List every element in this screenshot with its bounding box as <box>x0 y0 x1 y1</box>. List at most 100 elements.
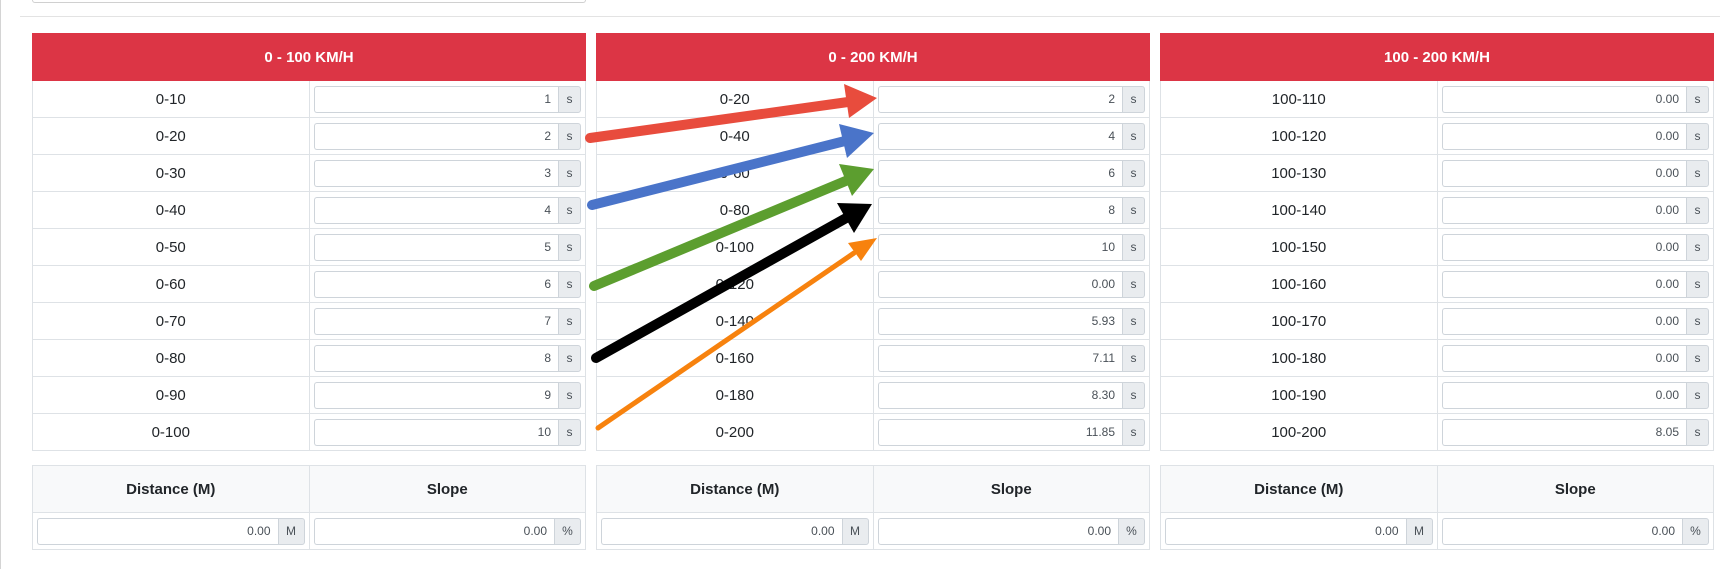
time-input-group: 0.00 s <box>1441 344 1709 372</box>
time-input[interactable]: 10 <box>877 233 1122 261</box>
time-input[interactable]: 0.00 <box>1441 381 1686 409</box>
time-input[interactable]: 0.00 <box>1441 344 1686 372</box>
time-input[interactable]: 4 <box>313 196 558 224</box>
time-input[interactable]: 5 <box>313 233 558 261</box>
distance-input-group: 0.00 M <box>601 517 869 545</box>
seconds-unit: s <box>558 233 581 261</box>
time-input-group: 0.00 s <box>1441 122 1709 150</box>
seconds-unit: s <box>558 270 581 298</box>
seconds-unit: s <box>558 344 581 372</box>
acceleration-table: 100 - 200 KM/H 100-110 0.00 s 100-120 0.00 s 1… <box>1160 33 1714 451</box>
speed-range-label: 0-40 <box>596 117 874 155</box>
slope-input[interactable]: 0.00 <box>313 517 554 545</box>
time-input[interactable]: 8.05 <box>1441 418 1686 446</box>
time-input[interactable]: 3 <box>313 159 558 187</box>
time-input[interactable]: 8 <box>877 196 1122 224</box>
time-cell: 0.00 s <box>1436 191 1714 229</box>
time-input-group: 0.00 s <box>877 270 1145 298</box>
seconds-unit: s <box>1686 344 1709 372</box>
distance-unit: M <box>841 517 869 545</box>
distance-input-group: 0.00 M <box>37 517 305 545</box>
speed-range-label: 0-50 <box>32 228 310 266</box>
table-row: 0-80 8 s <box>32 339 586 377</box>
time-input[interactable]: 0.00 <box>1441 307 1686 335</box>
time-input[interactable]: 6 <box>877 159 1122 187</box>
panel-0-100: 0 - 100 KM/H 0-10 1 s 0-20 2 s 0-30 3 s 0-40 4 s 0-5… <box>32 33 586 451</box>
time-input[interactable]: 0.00 <box>1441 196 1686 224</box>
distance-input[interactable]: 0.00 <box>1165 517 1406 545</box>
time-input[interactable]: 8.30 <box>877 381 1122 409</box>
time-input[interactable]: 7.11 <box>877 344 1122 372</box>
time-cell: 0.00 s <box>1436 302 1714 340</box>
time-input[interactable]: 10 <box>313 418 558 446</box>
seconds-unit: s <box>558 122 581 150</box>
acceleration-table: 0 - 100 KM/H 0-10 1 s 0-20 2 s 0-30 3 s 0-40 4 s 0-5… <box>32 33 586 451</box>
seconds-unit: s <box>1122 344 1145 372</box>
table-row: 0-80 8 s <box>596 191 1150 229</box>
time-input[interactable]: 0.00 <box>1441 233 1686 261</box>
slope-input[interactable]: 0.00 <box>1441 517 1682 545</box>
time-input-group: 0.00 s <box>1441 233 1709 261</box>
top-input-fragment[interactable] <box>32 0 586 3</box>
table-row: 0-70 7 s <box>32 302 586 340</box>
speed-range-label: 100-140 <box>1160 191 1438 229</box>
speed-range-label: 0-60 <box>32 265 310 303</box>
seconds-unit: s <box>558 159 581 187</box>
time-input[interactable]: 0.00 <box>1441 85 1686 113</box>
time-input[interactable]: 9 <box>313 381 558 409</box>
time-input[interactable]: 1 <box>313 85 558 113</box>
time-input-group: 0.00 s <box>1441 85 1709 113</box>
distance-header: Distance (M) <box>32 465 310 513</box>
speed-range-label: 0-200 <box>596 413 874 451</box>
distance-header: Distance (M) <box>596 465 874 513</box>
distance-slope-table: Distance (M) Slope 0.00 M 0.00% <box>32 465 586 550</box>
slope-input[interactable]: 0.00 <box>877 517 1118 545</box>
time-input[interactable]: 4 <box>877 122 1122 150</box>
time-cell: 0.00 s <box>872 265 1150 303</box>
slope-unit: % <box>1682 517 1709 545</box>
table-row: 0-200 11.85 s <box>596 413 1150 451</box>
section-divider <box>20 16 1720 17</box>
table-row: 0-10 1 s <box>32 80 586 118</box>
time-input[interactable]: 0.00 <box>1441 122 1686 150</box>
time-input[interactable]: 0.00 <box>877 270 1122 298</box>
seconds-unit: s <box>1686 381 1709 409</box>
time-input[interactable]: 6 <box>313 270 558 298</box>
time-input[interactable]: 2 <box>877 85 1122 113</box>
table-row: 0-120 0.00 s <box>596 265 1150 303</box>
seconds-unit: s <box>558 381 581 409</box>
speed-range-label: 0-80 <box>32 339 310 377</box>
distance-slope-table: Distance (M) Slope 0.00 M 0.00% <box>596 465 1150 550</box>
time-input[interactable]: 8 <box>313 344 558 372</box>
table-row: 0-60 6 s <box>596 154 1150 192</box>
speed-range-label: 0-100 <box>596 228 874 266</box>
distance-input[interactable]: 0.00 <box>37 517 278 545</box>
slope-unit: % <box>1118 517 1145 545</box>
time-input[interactable]: 0.00 <box>1441 159 1686 187</box>
table-row: 100-190 0.00 s <box>1160 376 1714 414</box>
speed-range-label: 0-90 <box>32 376 310 414</box>
seconds-unit: s <box>1122 196 1145 224</box>
speed-range-label: 100-160 <box>1160 265 1438 303</box>
time-input[interactable]: 7 <box>313 307 558 335</box>
time-input[interactable]: 0.00 <box>1441 270 1686 298</box>
time-input[interactable]: 11.85 <box>877 418 1122 446</box>
distance-input[interactable]: 0.00 <box>601 517 842 545</box>
seconds-unit: s <box>1122 307 1145 335</box>
panel-100-200: 100 - 200 KM/H 100-110 0.00 s 100-120 0.00 s 1… <box>1160 33 1714 451</box>
time-input[interactable]: 2 <box>313 122 558 150</box>
seconds-unit: s <box>558 418 581 446</box>
table-row: 0-50 5 s <box>32 228 586 266</box>
time-input[interactable]: 5.93 <box>877 307 1122 335</box>
meta-panel-0-100: Distance (M) Slope 0.00 M 0.00% <box>32 465 586 550</box>
speed-range-label: 0-20 <box>32 117 310 155</box>
time-input-group: 8.05 s <box>1441 418 1709 446</box>
speed-range-label: 0-30 <box>32 154 310 192</box>
meta-panel-0-200: Distance (M) Slope 0.00 M 0.00% <box>596 465 1150 550</box>
table-row: 0-60 6 s <box>32 265 586 303</box>
